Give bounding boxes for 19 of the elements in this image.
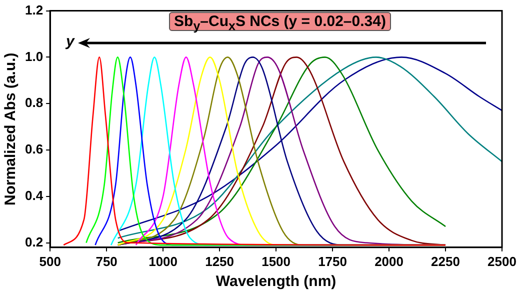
x-tick-label: 500: [39, 254, 61, 269]
x-tick-label: 1750: [318, 254, 347, 269]
x-tick-label: 1500: [262, 254, 290, 269]
x-tick-label: 750: [96, 254, 118, 269]
y-axis-title: Normalized Abs (a.u.): [2, 52, 20, 206]
x-tick-label: 2500: [488, 254, 516, 269]
y-tick-label: 0.6: [24, 142, 44, 157]
y-tick-label: 1.2: [24, 2, 44, 18]
x-tick-label: 2000: [374, 254, 404, 269]
annotation: Sb$_{y}$–Cu$_{x}$S NCs (y = 0.02–0.34): [169, 12, 391, 33]
x-tick-label: 1000: [148, 254, 178, 269]
y-tick-label: 0.4: [24, 188, 44, 203]
x-tick-label: 1250: [205, 254, 234, 269]
x-axis-title: Wavelength (nm): [216, 273, 336, 290]
annotation: y: [66, 33, 74, 50]
x-tick-label: 2250: [431, 254, 460, 269]
y-tick-label: 0.8: [24, 95, 44, 110]
y-tick-label: 1.0: [24, 48, 44, 64]
y-tick-label: 0.2: [24, 234, 44, 250]
